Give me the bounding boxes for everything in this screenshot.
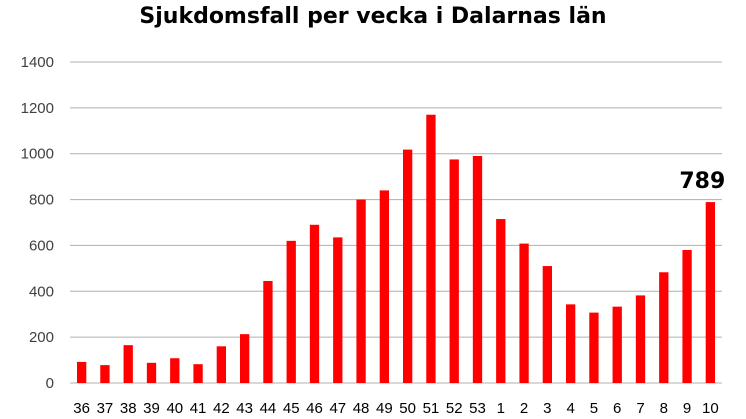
bar-week-38	[123, 345, 133, 383]
x-tick-label: 37	[97, 400, 114, 417]
x-tick-label: 51	[423, 400, 440, 417]
x-tick-label: 41	[190, 400, 207, 417]
y-tick-label: 200	[29, 329, 54, 346]
bar-week-7	[635, 295, 646, 383]
x-tick-label: 2	[520, 400, 528, 417]
bar-week-52	[449, 159, 459, 383]
x-tick-label: 46	[306, 400, 323, 417]
y-tick-label: 1000	[21, 146, 54, 163]
y-tick-label: 600	[29, 237, 54, 254]
bars	[76, 114, 716, 383]
x-tick-label: 38	[120, 400, 137, 417]
gridlines	[70, 61, 722, 384]
x-tick-label: 7	[636, 400, 644, 417]
x-tick-label: 6	[613, 400, 621, 417]
x-tick-label: 3	[543, 400, 551, 417]
x-tick-label: 47	[329, 400, 346, 417]
bar-week-46	[309, 224, 320, 383]
y-tick-label: 800	[29, 192, 54, 209]
bar-week-45	[286, 240, 296, 383]
bar-week-8	[659, 272, 669, 383]
x-tick-label: 52	[446, 400, 463, 417]
x-tick-label: 43	[236, 400, 253, 417]
bar-week-1	[496, 219, 506, 383]
bar-week-44	[263, 280, 273, 383]
bar-week-40	[170, 358, 180, 383]
x-tick-label: 49	[376, 400, 393, 417]
annotation-label: 789	[679, 169, 725, 194]
bar-week-10	[705, 202, 716, 383]
bar-week-49	[379, 190, 390, 383]
bar-week-2	[519, 243, 529, 383]
x-tick-label: 42	[213, 400, 230, 417]
bar-week-4	[565, 304, 576, 383]
x-tick-label: 50	[399, 400, 416, 417]
x-tick-label: 9	[683, 400, 691, 417]
x-tick-label: 36	[73, 400, 90, 417]
x-tick-label: 8	[660, 400, 668, 417]
y-tick-label: 0	[46, 375, 54, 392]
x-tick-label: 44	[260, 400, 277, 417]
x-tick-label: 40	[166, 400, 183, 417]
y-tick-label: 400	[29, 283, 54, 300]
bar-week-3	[542, 266, 553, 383]
x-tick-label: 39	[143, 400, 160, 417]
bar-week-6	[612, 306, 622, 383]
x-tick-label: 45	[283, 400, 300, 417]
x-tick-label: 48	[353, 400, 370, 417]
bar-week-39	[146, 362, 157, 383]
bar-week-36	[76, 361, 87, 383]
bar-week-5	[589, 312, 599, 383]
bar-week-41	[193, 364, 203, 383]
bar-week-42	[216, 346, 227, 383]
chart-title: Sjukdomsfall per vecka i Dalarnas län	[139, 4, 607, 29]
x-tick-label: 10	[702, 400, 719, 417]
bar-week-50	[402, 149, 413, 383]
bar-week-9	[682, 250, 692, 383]
x-tick-label: 5	[590, 400, 598, 417]
bar-week-48	[356, 199, 366, 383]
y-tick-label: 1400	[21, 54, 54, 71]
x-tick-label: 1	[497, 400, 505, 417]
bar-week-47	[333, 237, 343, 383]
x-tick-label: 4	[566, 400, 574, 417]
bar-week-37	[100, 365, 110, 383]
x-axis-ticks: 36 37 38 39 40 41 42 43 44 45 46 47 48 49 50 51 52 53 1 2 3 4…	[73, 400, 718, 417]
y-tick-label: 1200	[21, 100, 54, 117]
bar-week-43	[239, 334, 250, 383]
bar-week-51	[426, 114, 436, 383]
x-tick-label: 53	[469, 400, 486, 417]
bar-week-53	[472, 156, 483, 383]
y-axis-ticks: 0 200 400 600 800 1000 1200 1400	[21, 54, 54, 392]
